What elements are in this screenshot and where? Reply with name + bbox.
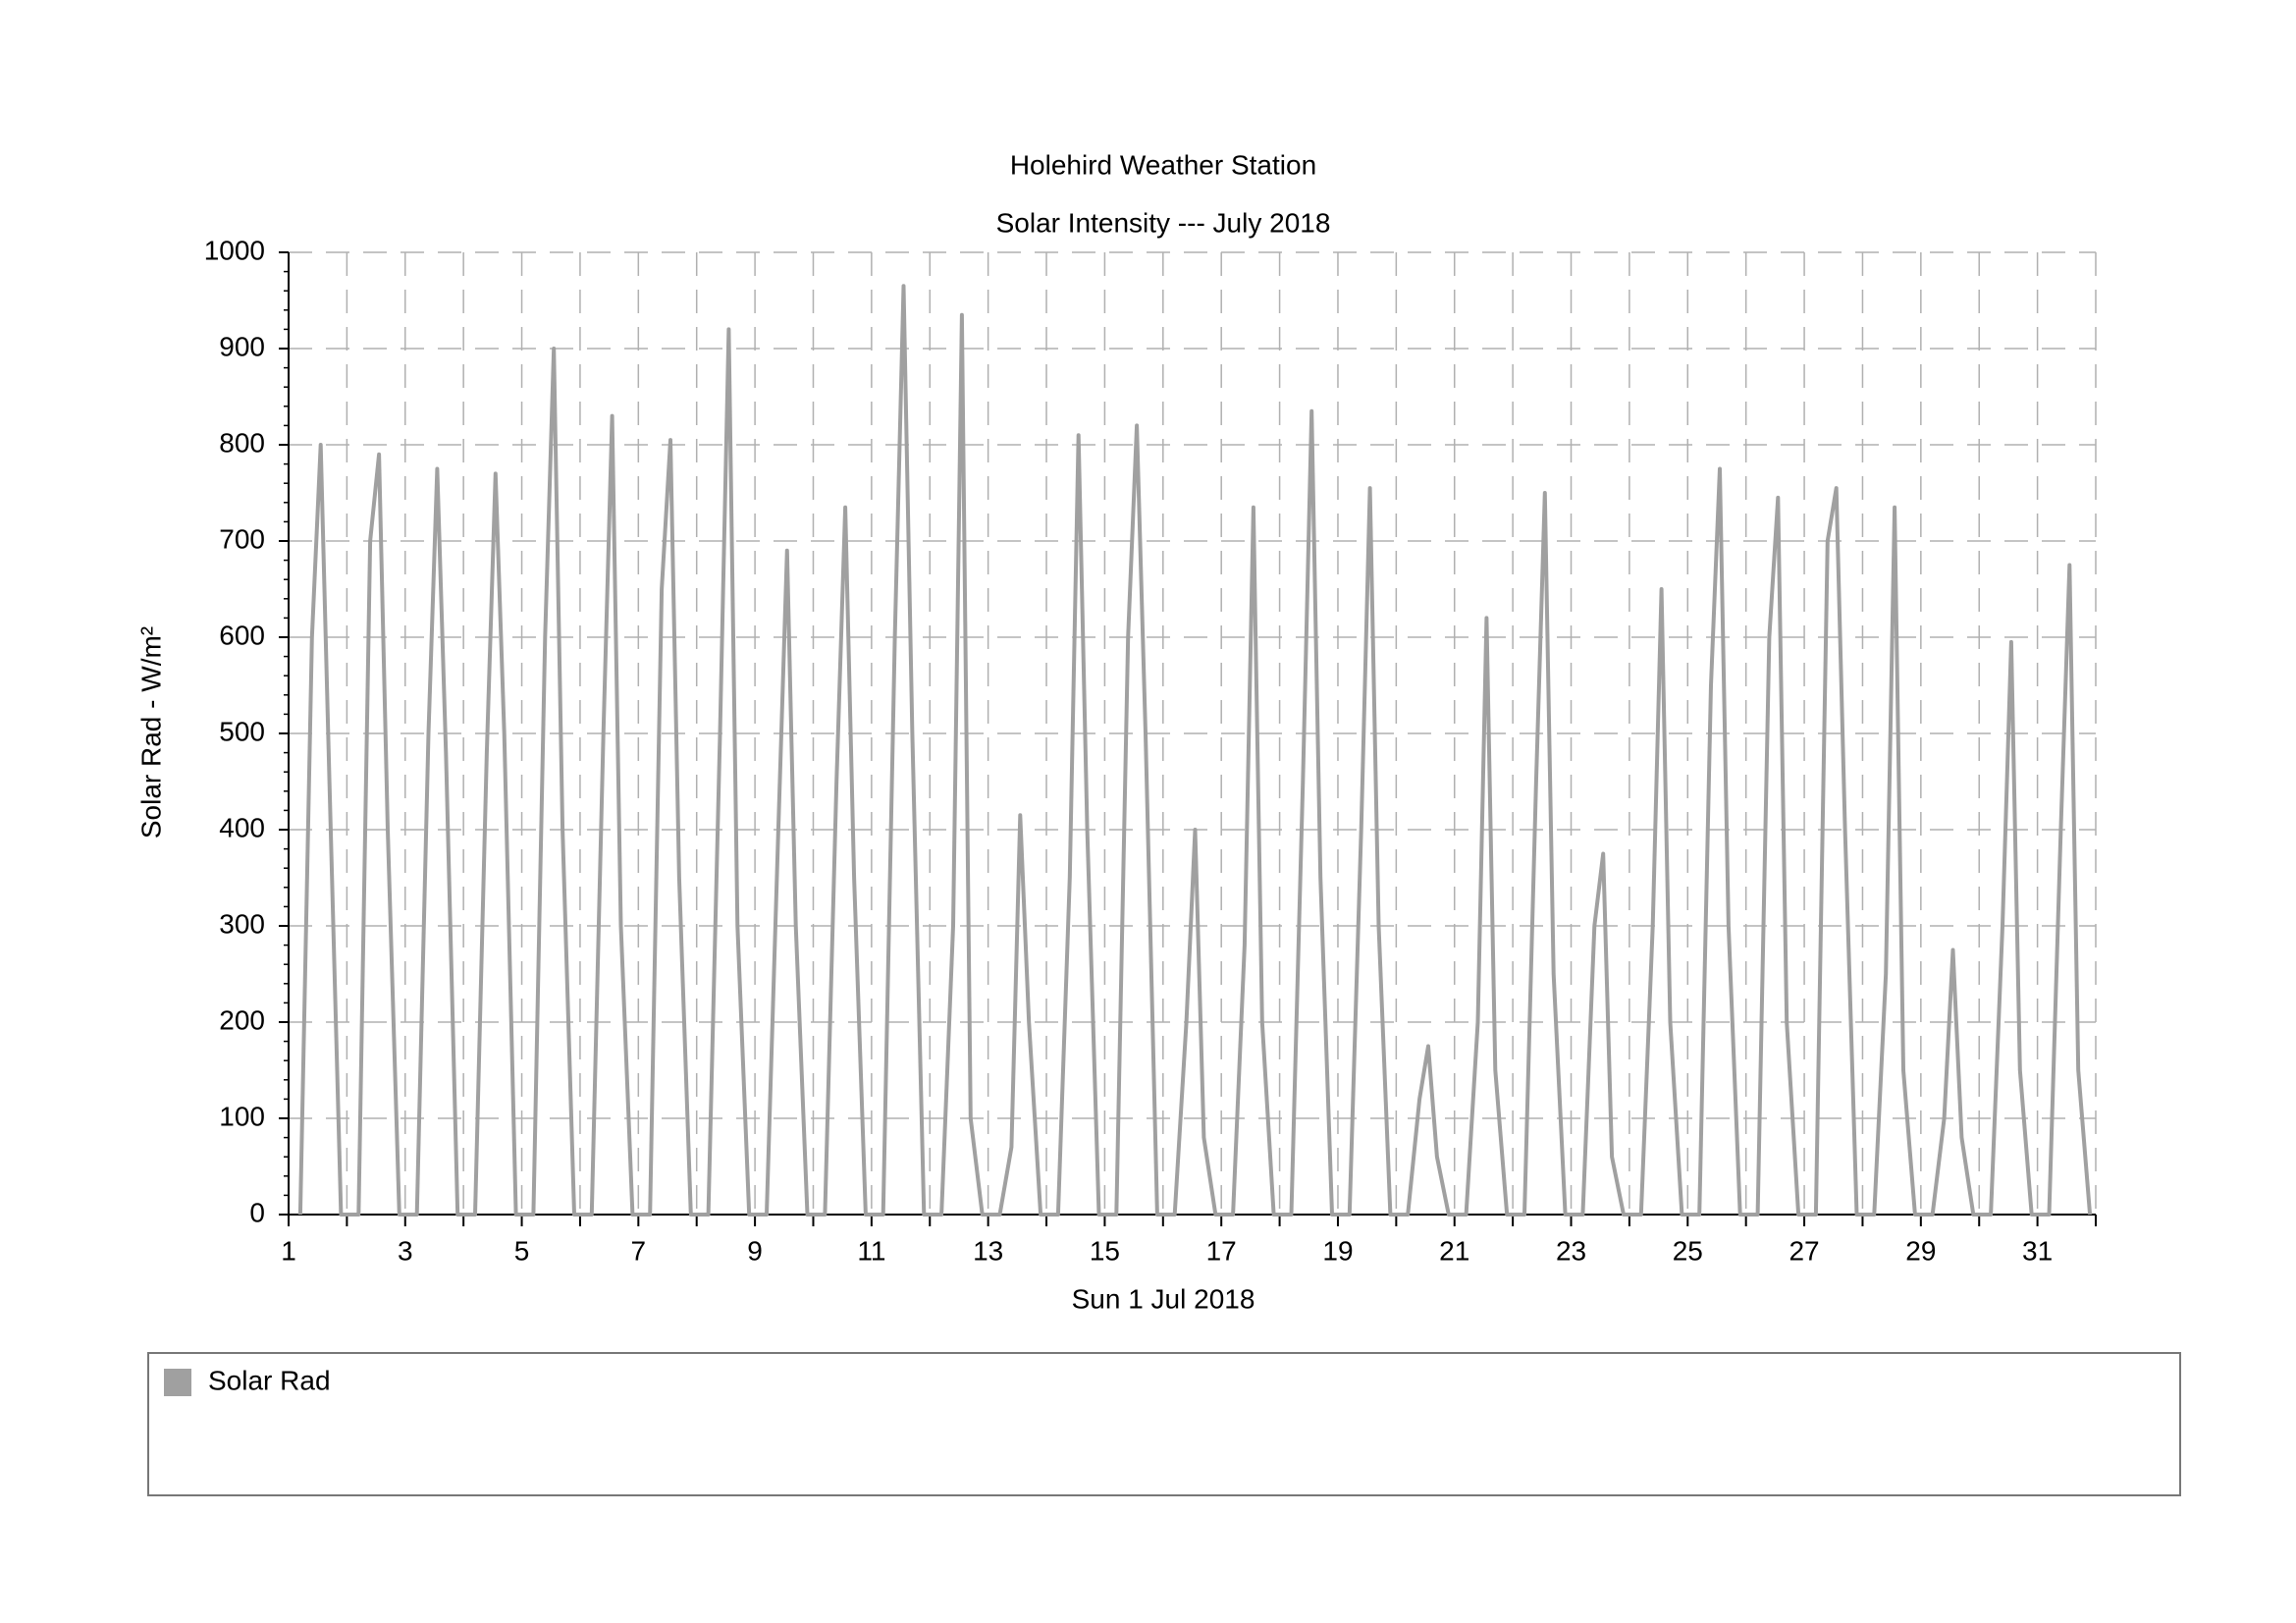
chart-subtitle: Solar Intensity --- July 2018 bbox=[996, 207, 1331, 238]
y-tick-label: 500 bbox=[219, 716, 265, 746]
x-tick-label: 15 bbox=[1090, 1235, 1120, 1266]
x-tick-label: 31 bbox=[2022, 1235, 2053, 1266]
chart-title: Holehird Weather Station bbox=[1010, 149, 1316, 180]
y-tick-label: 1000 bbox=[204, 235, 265, 265]
y-tick-label: 0 bbox=[249, 1197, 265, 1227]
y-tick-label: 300 bbox=[219, 908, 265, 939]
y-axis-label: Solar Rad - W/m² bbox=[135, 626, 166, 839]
x-tick-label: 1 bbox=[281, 1235, 296, 1266]
x-tick-label: 29 bbox=[1905, 1235, 1936, 1266]
y-tick-label: 100 bbox=[219, 1101, 265, 1131]
x-tick-label: 23 bbox=[1556, 1235, 1586, 1266]
y-tick-label: 200 bbox=[219, 1004, 265, 1035]
x-tick-label: 27 bbox=[1789, 1235, 1819, 1266]
x-tick-label: 5 bbox=[514, 1235, 530, 1266]
x-tick-label: 3 bbox=[398, 1235, 413, 1266]
x-tick-label: 13 bbox=[973, 1235, 1003, 1266]
data-line bbox=[297, 284, 2093, 1217]
x-tick-label: 19 bbox=[1322, 1235, 1353, 1266]
x-tick-label: 21 bbox=[1439, 1235, 1469, 1266]
legend-swatch bbox=[164, 1369, 191, 1396]
y-tick-label: 600 bbox=[219, 620, 265, 650]
y-tick-label: 900 bbox=[219, 331, 265, 361]
legend-box bbox=[147, 1352, 2181, 1496]
x-tick-label: 17 bbox=[1206, 1235, 1237, 1266]
x-tick-label: 11 bbox=[857, 1235, 885, 1266]
x-axis-label: Sun 1 Jul 2018 bbox=[1072, 1283, 1255, 1314]
legend-label: Solar Rad bbox=[208, 1365, 331, 1395]
y-tick-label: 700 bbox=[219, 523, 265, 554]
x-tick-label: 7 bbox=[631, 1235, 647, 1266]
y-tick-label: 400 bbox=[219, 812, 265, 842]
y-tick-label: 800 bbox=[219, 427, 265, 458]
x-tick-label: 9 bbox=[747, 1235, 763, 1266]
x-tick-label: 25 bbox=[1673, 1235, 1703, 1266]
